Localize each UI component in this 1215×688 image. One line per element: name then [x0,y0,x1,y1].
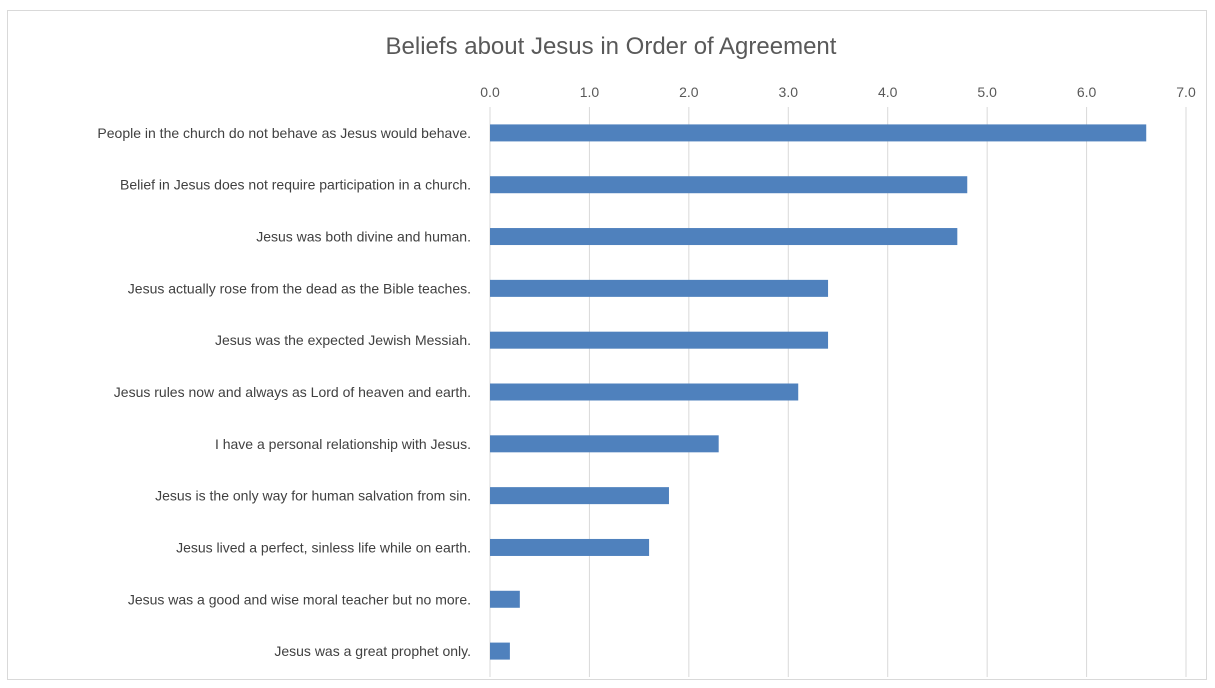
category-label: Jesus was the expected Jewish Messiah. [215,332,471,348]
x-tick-label: 7.0 [1176,84,1196,100]
category-label: Jesus is the only way for human salvatio… [155,488,471,504]
x-tick-label: 2.0 [679,84,699,100]
x-tick-label: 4.0 [878,84,898,100]
category-label: Jesus was a great prophet only. [274,643,471,659]
bar [490,538,650,556]
x-tick-label: 0.0 [480,84,500,100]
category-label: I have a personal relationship with Jesu… [215,436,471,452]
category-label: Jesus lived a perfect, sinless life whil… [176,539,471,555]
bar [490,331,829,349]
bars [490,124,1147,660]
gridlines [489,107,1187,677]
category-label: Jesus actually rose from the dead as the… [128,280,471,296]
category-label: Jesus rules now and always as Lord of he… [114,384,471,400]
bar [490,124,1147,142]
bar [490,590,520,608]
category-labels: People in the church do not behave as Je… [97,125,471,659]
x-tick-label: 1.0 [580,84,600,100]
bar [490,642,510,660]
category-label: Jesus was both divine and human. [256,229,471,245]
chart-title: Beliefs about Jesus in Order of Agreemen… [386,33,837,60]
bar [490,383,799,401]
x-axis-ticks: 0.0 1.0 2.0 3.0 4.0 5.0 6.0 7.0 [480,84,1196,100]
bar [490,176,968,194]
bar [490,228,958,246]
category-label: People in the church do not behave as Je… [97,125,471,141]
x-tick-label: 3.0 [779,84,799,100]
x-tick-label: 5.0 [977,84,997,100]
bar [490,487,669,505]
category-label: Jesus was a good and wise moral teacher … [128,591,471,607]
bar [490,279,829,297]
category-label: Belief in Jesus does not require partici… [120,177,471,193]
bar [490,435,719,453]
x-tick-label: 6.0 [1077,84,1097,100]
